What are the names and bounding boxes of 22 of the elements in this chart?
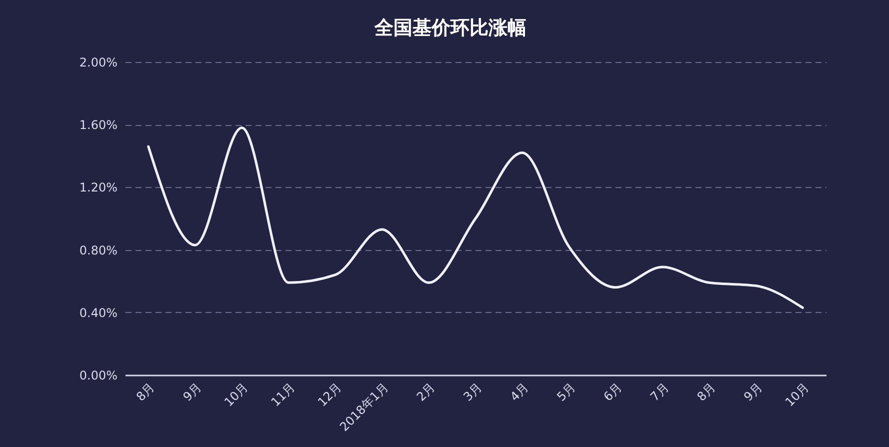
y-tick-label: 1.60% bbox=[79, 118, 118, 132]
x-tick-label: 11月 bbox=[268, 380, 298, 410]
x-tick-label: 5月 bbox=[554, 380, 578, 404]
chart-title: 全国基价环比涨幅 bbox=[374, 17, 526, 39]
x-tick-label: 9月 bbox=[741, 380, 765, 404]
x-tick-label: 3月 bbox=[460, 380, 484, 404]
y-tick-label: 1.20% bbox=[79, 180, 118, 195]
line-series bbox=[147, 126, 804, 309]
x-tick-label: 12月 bbox=[315, 380, 344, 410]
y-tick-label: 0.00% bbox=[79, 368, 118, 382]
y-tick-label: 0.40% bbox=[79, 306, 118, 320]
x-tick-label: 8月 bbox=[694, 380, 718, 404]
x-tick-label: 10月 bbox=[782, 380, 812, 410]
x-tick-label: 7月 bbox=[648, 380, 672, 404]
x-tick-label: 10月 bbox=[222, 380, 251, 410]
x-tick-label: 9月 bbox=[180, 380, 204, 404]
x-tick-label: 8月 bbox=[134, 380, 158, 404]
y-tick-label: 0.80% bbox=[79, 243, 118, 258]
y-tick-label: 2.00% bbox=[79, 56, 118, 70]
x-tick-label: 2月 bbox=[414, 380, 438, 404]
x-tick-label: 4月 bbox=[507, 380, 532, 404]
x-tick-label: 6月 bbox=[600, 380, 625, 404]
